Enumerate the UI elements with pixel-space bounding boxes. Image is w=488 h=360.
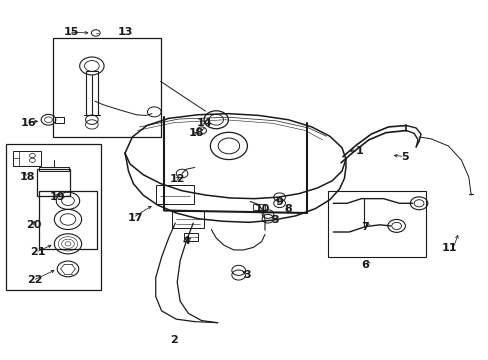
Bar [5,144,101,291]
Bar [37,169,70,196]
Bar [156,185,193,204]
Text: 16: 16 [21,118,37,128]
Bar [172,211,203,228]
Text: 21: 21 [30,247,45,257]
Text: 14: 14 [196,118,212,128]
Text: 1: 1 [355,146,363,156]
Text: 12: 12 [169,174,185,184]
Text: 4: 4 [182,236,190,246]
Text: 3: 3 [243,270,251,280]
Text: 11: 11 [441,243,456,253]
Bar [39,167,69,171]
Text: 20: 20 [26,220,41,230]
Text: 9: 9 [275,197,283,207]
Bar [86,71,98,116]
Text: 5: 5 [401,152,408,162]
Text: 22: 22 [27,275,43,285]
Bar [53,39,160,137]
Text: 15: 15 [64,27,79,37]
Text: 10: 10 [254,204,269,215]
Text: 2: 2 [169,334,177,345]
Text: 6: 6 [361,260,368,270]
Bar [55,117,64,123]
Bar [328,192,425,257]
Bar [253,204,265,211]
Text: 17: 17 [127,213,142,222]
Text: 13: 13 [117,27,132,37]
Text: 7: 7 [361,222,368,231]
Bar [39,192,97,249]
Bar [183,233,198,241]
Text: 18: 18 [188,129,203,138]
Text: 19: 19 [49,192,65,202]
Text: 8: 8 [284,204,292,215]
Text: 18: 18 [19,172,35,182]
Text: 3: 3 [271,215,278,225]
Bar [13,150,41,166]
